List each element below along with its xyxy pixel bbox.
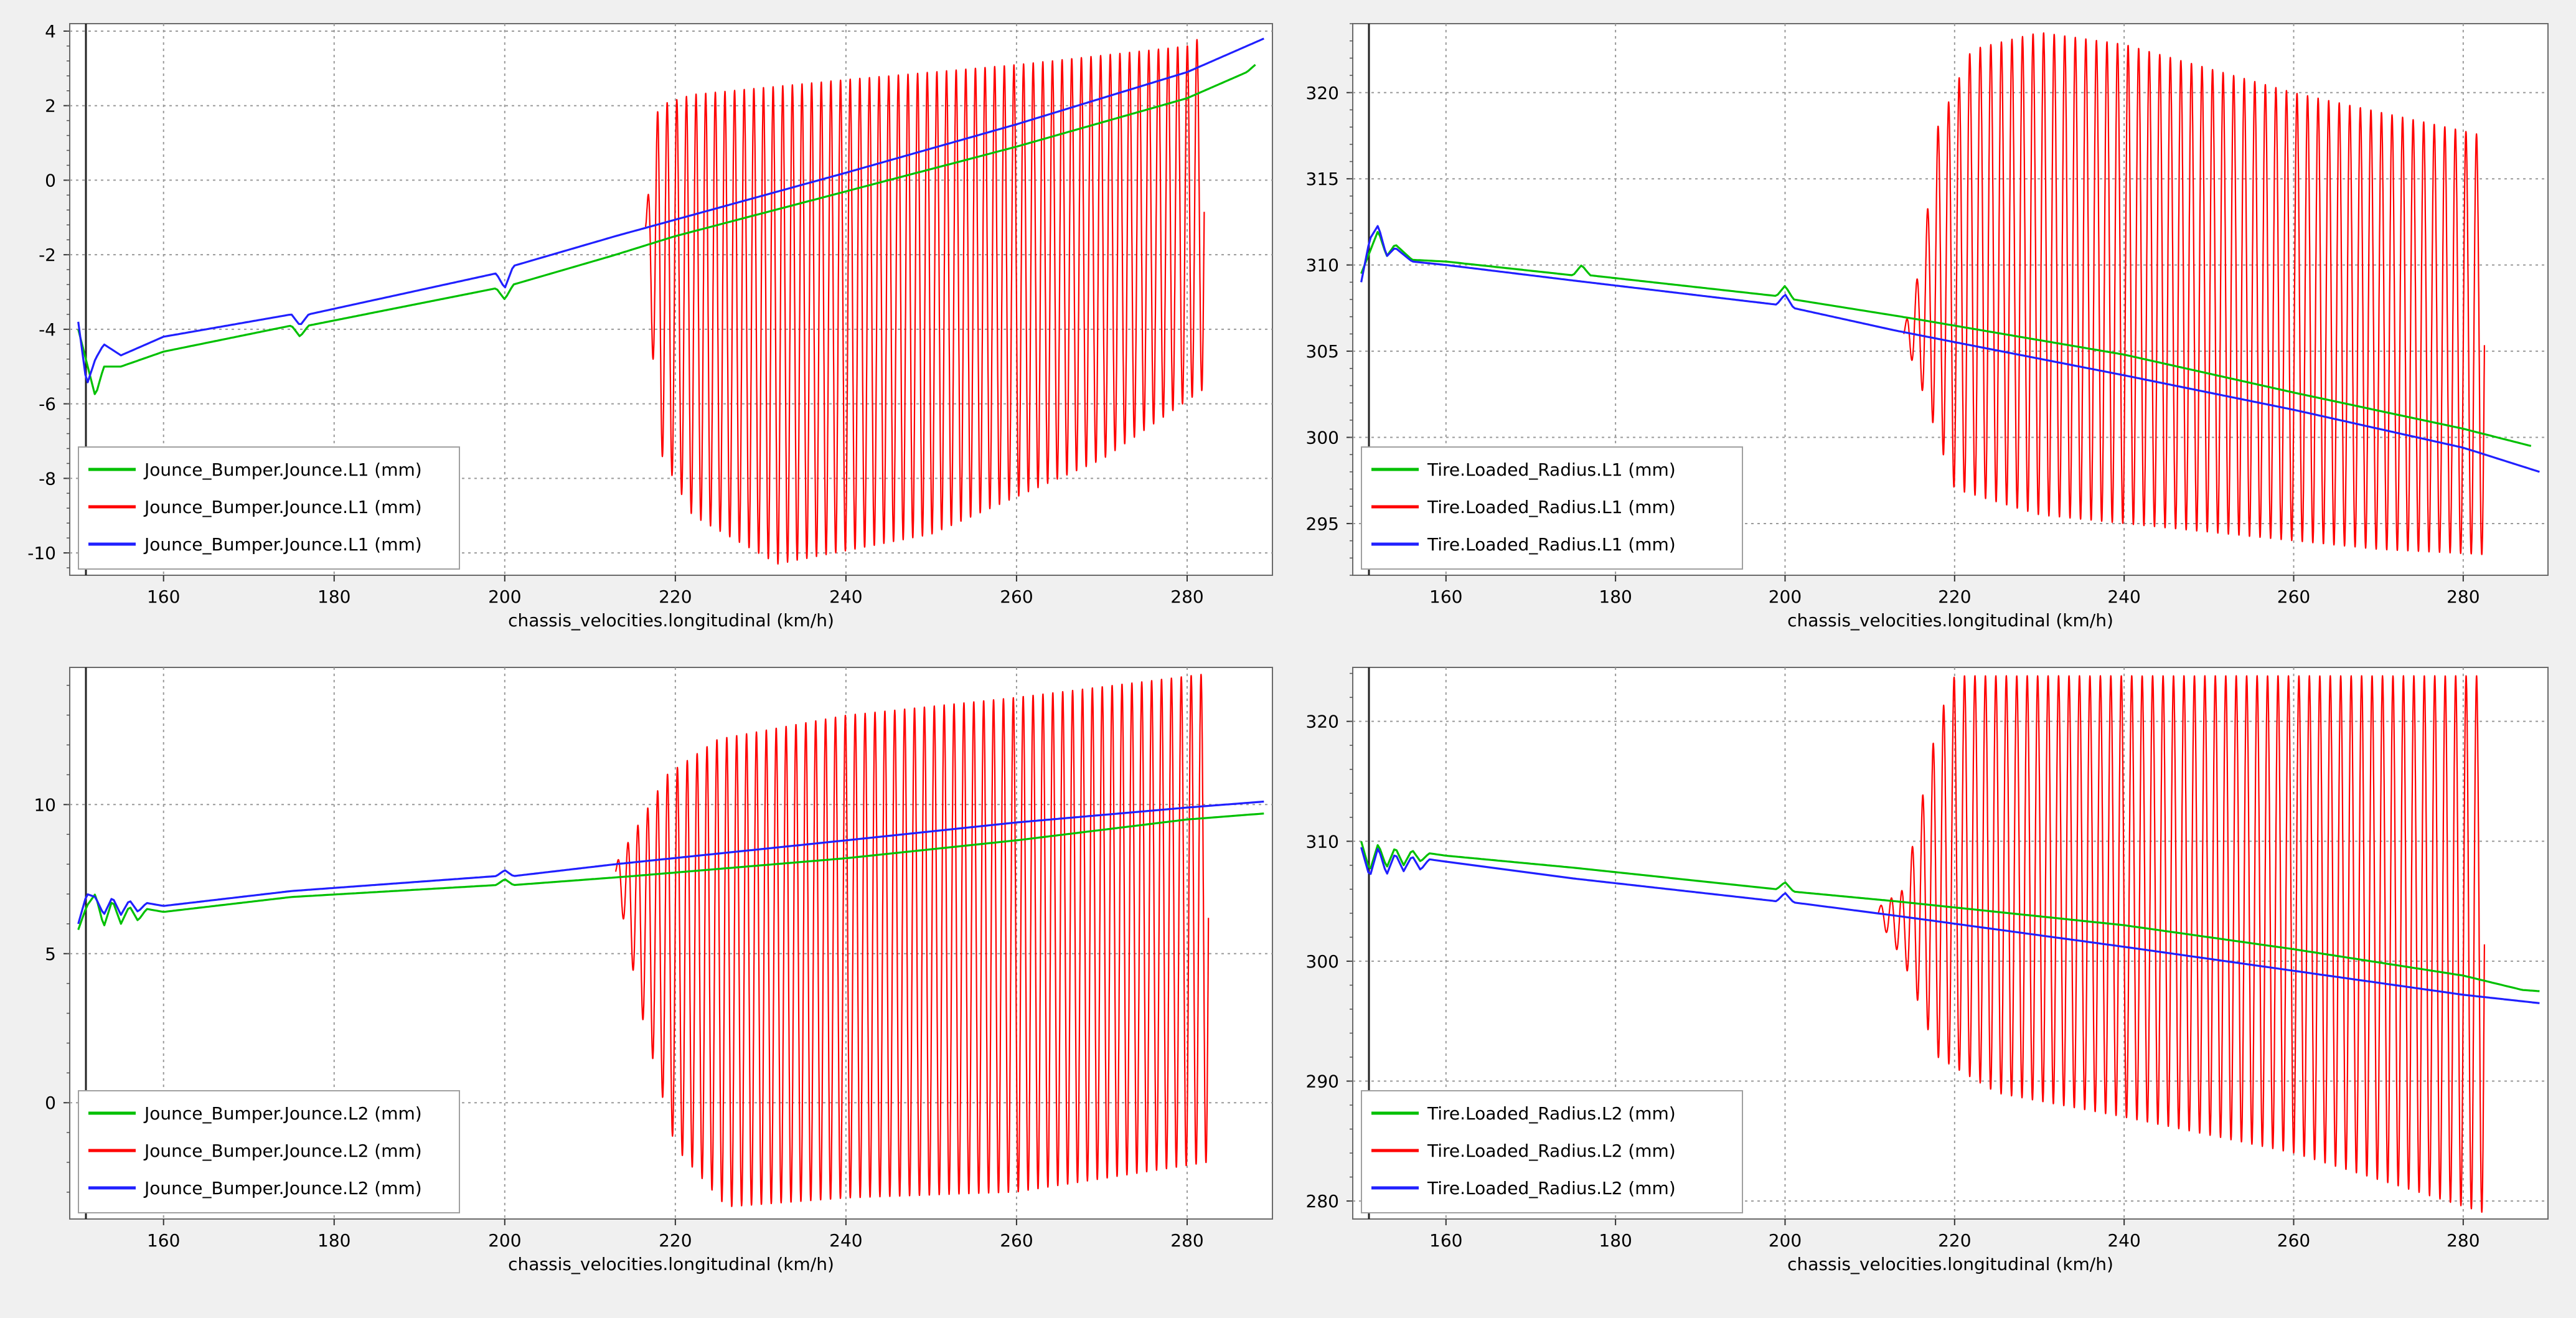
legend-label: Jounce_Bumper.Jounce.L1 (mm) bbox=[143, 459, 422, 480]
legend: Jounce_Bumper.Jounce.L1 (mm) Jounce_Bumpe… bbox=[78, 446, 460, 570]
y-tick-label: 300 bbox=[1306, 951, 1339, 972]
x-tick-label: 200 bbox=[488, 1230, 521, 1251]
series-line bbox=[1903, 32, 2485, 555]
x-axis-label: chassis_velocities.longitudinal (km/h) bbox=[508, 610, 834, 631]
x-axis-label: chassis_velocities.longitudinal (km/h) bbox=[1787, 610, 2113, 631]
y-tick-label: 310 bbox=[1306, 255, 1339, 276]
chart-4: 160 180 200 220 240 260 280 320 310 300 290 280 chas… bbox=[1306, 667, 2549, 1274]
legend-box bbox=[78, 446, 460, 570]
series-line bbox=[1360, 847, 2540, 1004]
legend-label: Tire.Loaded_Radius.L1 (mm) bbox=[1427, 534, 1676, 555]
x-tick-label: 280 bbox=[2447, 586, 2480, 607]
x-tick-label: 220 bbox=[659, 1230, 692, 1251]
x-tick-label: 260 bbox=[1000, 586, 1033, 607]
x-tick-label: 260 bbox=[2277, 586, 2310, 607]
x-tick-label: 200 bbox=[1769, 586, 1802, 607]
y-tick-label: 5 bbox=[45, 944, 56, 964]
x-tick-label: 240 bbox=[2107, 1230, 2140, 1251]
x-tick-label: 160 bbox=[147, 1230, 180, 1251]
y-tick-label: 10 bbox=[34, 794, 56, 815]
y-tick-label: 295 bbox=[1306, 514, 1339, 534]
legend-label: Jounce_Bumper.Jounce.L2 (mm) bbox=[143, 1103, 422, 1124]
y-tick-label: -10 bbox=[27, 543, 56, 563]
series-line bbox=[1360, 225, 2540, 473]
y-tick-label: 300 bbox=[1306, 428, 1339, 448]
x-axis-label: chassis_velocities.longitudinal (km/h) bbox=[1787, 1254, 2113, 1274]
x-tick-label: 160 bbox=[147, 586, 180, 607]
x-tick-label: 260 bbox=[2277, 1230, 2310, 1251]
series-line bbox=[644, 39, 1205, 565]
x-tick-label: 180 bbox=[1599, 586, 1632, 607]
legend-label: Tire.Loaded_Radius.L2 (mm) bbox=[1427, 1178, 1676, 1198]
chart-3: 160 180 200 220 240 260 280 10 5 0 chassis_velocit… bbox=[34, 667, 1273, 1274]
legend-label: Tire.Loaded_Radius.L1 (mm) bbox=[1427, 459, 1676, 480]
x-tick-label: 280 bbox=[1170, 586, 1203, 607]
y-tick-label: 280 bbox=[1306, 1191, 1339, 1212]
series-line bbox=[77, 64, 1256, 395]
y-tick-label: 305 bbox=[1306, 341, 1339, 362]
legend-box bbox=[1361, 1090, 1743, 1213]
x-tick-label: 240 bbox=[2107, 586, 2140, 607]
legend-label: Tire.Loaded_Radius.L2 (mm) bbox=[1427, 1103, 1676, 1124]
x-tick-label: 180 bbox=[317, 1230, 350, 1251]
legend: Tire.Loaded_Radius.L1 (mm) Tire.Loaded_Ra… bbox=[1361, 446, 1743, 570]
y-tick-label: -6 bbox=[39, 394, 56, 415]
x-tick-label: 220 bbox=[1938, 1230, 1971, 1251]
series-line bbox=[1360, 840, 2540, 992]
y-tick-label: 320 bbox=[1306, 83, 1339, 103]
chart-2: 160 180 200 220 240 260 280 320 315 310 305 300 295 c… bbox=[1306, 23, 2549, 631]
legend-label: Tire.Loaded_Radius.L2 (mm) bbox=[1427, 1141, 1676, 1161]
y-tick-label: -8 bbox=[39, 468, 56, 489]
y-tick-label: 310 bbox=[1306, 831, 1339, 852]
y-tick-label: 0 bbox=[45, 170, 56, 191]
x-tick-label: 240 bbox=[829, 1230, 862, 1251]
x-tick-label: 180 bbox=[1599, 1230, 1632, 1251]
y-tick-label: 320 bbox=[1306, 712, 1339, 732]
x-tick-label: 260 bbox=[1000, 1230, 1033, 1251]
x-tick-label: 220 bbox=[1938, 586, 1971, 607]
y-tick-label: -2 bbox=[39, 245, 56, 265]
y-tick-label: 2 bbox=[45, 96, 56, 116]
series-line bbox=[614, 674, 1210, 1207]
x-tick-label: 220 bbox=[659, 586, 692, 607]
x-tick-label: 180 bbox=[317, 586, 350, 607]
legend-label: Jounce_Bumper.Jounce.L1 (mm) bbox=[143, 497, 422, 517]
y-tick-label: -4 bbox=[39, 319, 56, 340]
chart-1: 160 180 200 220 240 260 280 4 2 0 -2 -4 -6 -8 -10 chass… bbox=[27, 21, 1273, 631]
legend-box bbox=[78, 1090, 460, 1213]
x-tick-label: 200 bbox=[1769, 1230, 1802, 1251]
series-line bbox=[77, 37, 1264, 384]
legend-label: Jounce_Bumper.Jounce.L2 (mm) bbox=[143, 1141, 422, 1161]
y-tick-label: 290 bbox=[1306, 1071, 1339, 1092]
y-tick-label: 315 bbox=[1306, 169, 1339, 189]
y-tick-label: 0 bbox=[45, 1093, 56, 1113]
x-tick-label: 160 bbox=[1429, 1230, 1462, 1251]
x-axis-label: chassis_velocities.longitudinal (km/h) bbox=[508, 1254, 834, 1274]
x-tick-label: 280 bbox=[1170, 1230, 1203, 1251]
legend-label: Jounce_Bumper.Jounce.L1 (mm) bbox=[143, 534, 422, 555]
x-tick-label: 200 bbox=[488, 586, 521, 607]
legend-box bbox=[1361, 446, 1743, 570]
series-line bbox=[1878, 675, 2485, 1213]
legend: Jounce_Bumper.Jounce.L2 (mm) Jounce_Bumpe… bbox=[78, 1090, 460, 1213]
series-line bbox=[77, 800, 1264, 925]
x-tick-label: 160 bbox=[1429, 586, 1462, 607]
x-tick-label: 280 bbox=[2447, 1230, 2480, 1251]
legend: Tire.Loaded_Radius.L2 (mm) Tire.Loaded_Ra… bbox=[1361, 1090, 1743, 1213]
legend-label: Jounce_Bumper.Jounce.L2 (mm) bbox=[143, 1178, 422, 1198]
series-line bbox=[77, 812, 1264, 930]
x-tick-label: 240 bbox=[829, 586, 862, 607]
series-line bbox=[1360, 231, 2532, 447]
y-tick-label: 4 bbox=[45, 21, 56, 42]
legend-label: Tire.Loaded_Radius.L1 (mm) bbox=[1427, 497, 1676, 517]
